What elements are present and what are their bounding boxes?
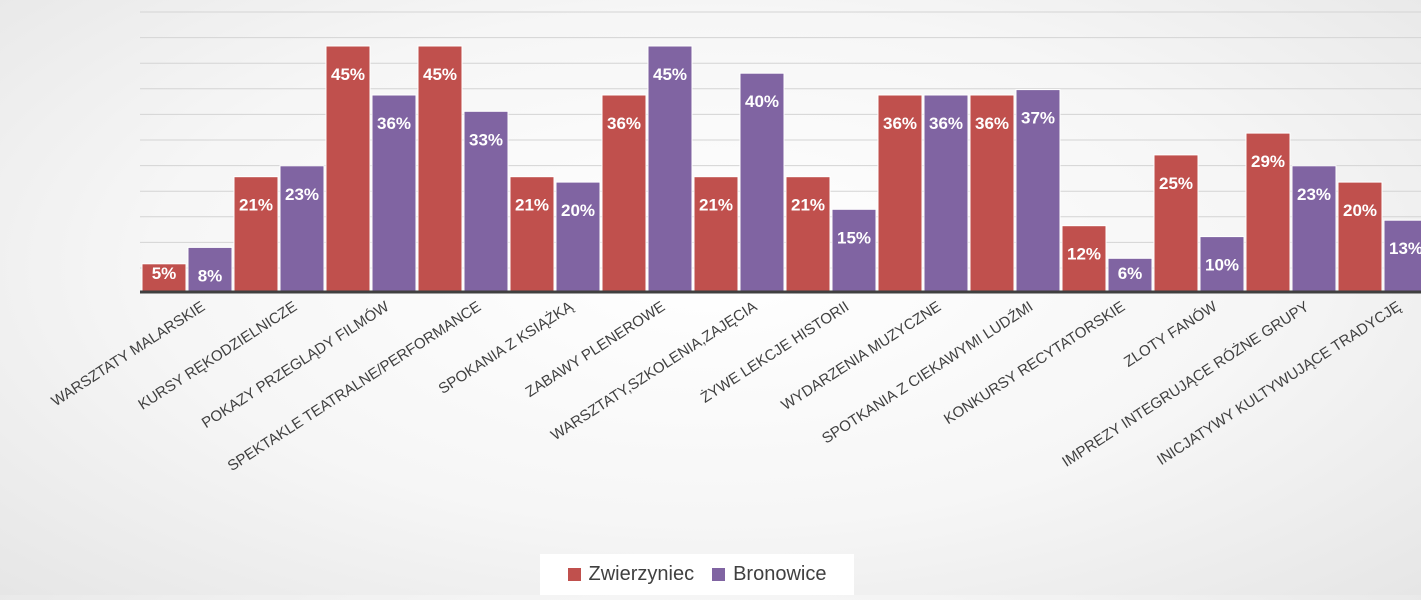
data-label-bronowice: 15% xyxy=(837,228,871,247)
legend-swatch-zwierzyniec xyxy=(567,568,581,581)
bar-zwierzyniec xyxy=(1337,181,1383,292)
bar-zwierzyniec xyxy=(693,176,739,292)
x-tick-label: KONKURSY RECYTATORSKIE xyxy=(941,298,1128,428)
bar-bronowice xyxy=(463,110,509,292)
x-tick-label: WYDARZENIA MUZYCZNE xyxy=(778,298,944,414)
data-label-zwierzyniec: 36% xyxy=(883,114,917,133)
data-label-bronowice: 36% xyxy=(929,114,963,133)
data-label-bronowice: 13% xyxy=(1389,239,1421,258)
x-tick-label: ZLOTY FANÓW xyxy=(1121,298,1221,371)
data-label-zwierzyniec: 21% xyxy=(699,196,733,215)
bar-bronowice xyxy=(1383,219,1421,292)
x-tick-label: KURSY RĘKODZIELNICZE xyxy=(135,298,300,413)
data-label-zwierzyniec: 25% xyxy=(1159,174,1193,193)
data-label-bronowice: 10% xyxy=(1205,256,1239,275)
legend-label-bronowice: Bronowice xyxy=(733,563,827,585)
bar-zwierzyniec xyxy=(877,94,923,292)
data-label-bronowice: 37% xyxy=(1021,109,1055,128)
bar-zwierzyniec xyxy=(141,263,187,292)
data-label-bronowice: 6% xyxy=(1118,264,1143,283)
legend-label-zwierzyniec: Zwierzyniec xyxy=(588,563,695,585)
bar-bronowice xyxy=(279,165,325,292)
bar-zwierzyniec xyxy=(509,176,555,292)
bar-bronowice xyxy=(555,181,601,292)
data-label-zwierzyniec: 29% xyxy=(1251,152,1285,171)
bar-bronowice xyxy=(647,45,693,292)
data-label-bronowice: 33% xyxy=(469,130,503,149)
data-label-bronowice: 40% xyxy=(745,92,779,111)
bar-zwierzyniec xyxy=(601,94,647,292)
data-label-zwierzyniec: 36% xyxy=(607,114,641,133)
bar-zwierzyniec xyxy=(969,94,1015,292)
bars xyxy=(141,45,1421,292)
legend: Zwierzyniec Bronowice xyxy=(540,554,854,595)
bar-zwierzyniec xyxy=(417,45,463,292)
data-label-zwierzyniec: 36% xyxy=(975,114,1009,133)
data-label-bronowice: 45% xyxy=(653,65,687,84)
data-label-bronowice: 23% xyxy=(1297,185,1331,204)
bar-bronowice xyxy=(831,208,877,292)
x-tick-label: WARSZTATY MALARSKIE xyxy=(48,298,208,410)
legend-swatch-bronowice xyxy=(712,568,726,581)
bar-zwierzyniec xyxy=(785,176,831,292)
data-label-zwierzyniec: 45% xyxy=(423,65,457,84)
bar-bronowice xyxy=(187,246,233,292)
bar-zwierzyniec xyxy=(325,45,371,292)
x-tick-label: ŻYWE LEKCJE HISTORII xyxy=(697,297,852,406)
x-tick-label: POKAZY PRZEGLĄDY FILMÓW xyxy=(199,298,393,432)
data-label-zwierzyniec: 20% xyxy=(1343,201,1377,220)
legend-item-bronowice: Bronowice xyxy=(712,563,826,586)
legend-item-zwierzyniec: Zwierzyniec xyxy=(567,563,695,586)
data-label-bronowice: 23% xyxy=(285,185,319,204)
data-label-bronowice: 8% xyxy=(198,266,223,285)
data-label-bronowice: 36% xyxy=(377,114,411,133)
bar-bronowice xyxy=(739,72,785,292)
bar-zwierzyniec xyxy=(1153,154,1199,292)
data-label-zwierzyniec: 21% xyxy=(515,196,549,215)
data-label-zwierzyniec: 45% xyxy=(331,65,365,84)
data-label-zwierzyniec: 12% xyxy=(1067,245,1101,264)
bar-bronowice xyxy=(923,94,969,292)
data-label-zwierzyniec: 21% xyxy=(791,196,825,215)
bar-bronowice xyxy=(1015,89,1061,292)
bar-bronowice xyxy=(1199,236,1245,292)
bar-bronowice xyxy=(371,94,417,292)
data-label-zwierzyniec: 21% xyxy=(239,196,273,215)
bar-zwierzyniec xyxy=(233,176,279,292)
bar-zwierzyniec xyxy=(1061,225,1107,292)
bar-bronowice xyxy=(1107,257,1153,292)
data-labels: 5% 8% 21% 23% 45% 36% 45% 33% 21% 20% 36% 45% 21% 40%… xyxy=(152,65,1421,285)
data-label-zwierzyniec: 5% xyxy=(152,264,177,283)
data-label-bronowice: 20% xyxy=(561,201,595,220)
